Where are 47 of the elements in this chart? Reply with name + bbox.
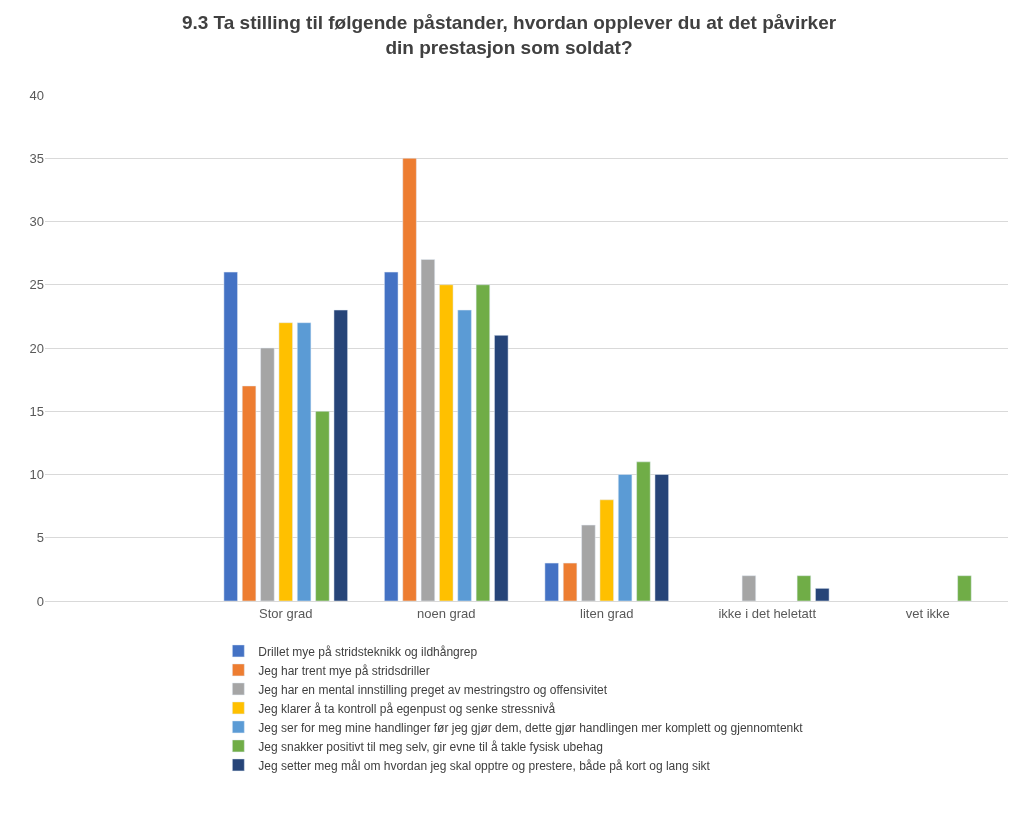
x-tick-label: liten grad xyxy=(580,605,634,621)
bar xyxy=(439,284,454,601)
x-tick-label: noen grad xyxy=(416,605,476,621)
bar xyxy=(457,309,472,601)
bar xyxy=(475,284,491,601)
bar xyxy=(494,335,509,601)
y-tick-label: 15 xyxy=(29,403,44,419)
bar xyxy=(654,474,669,601)
bar xyxy=(618,474,633,601)
bar xyxy=(315,411,330,601)
bar xyxy=(333,309,348,601)
y-tick-label: 35 xyxy=(29,150,44,166)
bar xyxy=(278,322,293,601)
legend-label: Jeg ser for meg mine handlinger før jeg gjør dem, dette gjør handlingen mer komplett og gjennomtenkt xyxy=(258,720,804,735)
bar xyxy=(796,575,812,601)
y-tick-label: 20 xyxy=(29,340,44,356)
bar xyxy=(562,562,578,601)
bar xyxy=(241,385,257,601)
x-tick-label: Stor grad xyxy=(259,605,313,621)
legend-label: Jeg har trent mye på stridsdriller xyxy=(258,663,430,678)
bar xyxy=(402,158,417,601)
bar xyxy=(599,499,614,601)
chart-title: 9.3 Ta stilling til følgende påstander, hvordan opplever du at det påvirker din prestasjon som soldat? xyxy=(181,12,837,58)
legend-label: Jeg setter meg mål om hvordan jeg skal opptre og prestere, både på kort og lang sikt xyxy=(258,758,711,773)
y-tick-label: 5 xyxy=(36,530,44,546)
legend-label: Jeg klarer å ta kontroll på egenpust og senke stressnivå xyxy=(258,701,556,716)
x-tick-label: vet ikke xyxy=(905,605,950,621)
y-tick-label: 25 xyxy=(29,277,44,293)
bar xyxy=(957,575,972,601)
y-tick-label: 40 xyxy=(29,87,44,103)
bar xyxy=(741,575,756,601)
legend-label: Jeg har en mental innstilling preget av mestringstro og offensivitet xyxy=(258,682,608,697)
legend-label: Jeg snakker positivt til meg selv, gir evne til å takle fysisk ubehag xyxy=(258,739,603,754)
x-tick-label: ikke i det heletatt xyxy=(718,605,817,621)
bar xyxy=(544,562,559,601)
bar xyxy=(815,588,830,601)
bar xyxy=(384,271,399,601)
bar xyxy=(223,271,238,601)
bar xyxy=(636,461,651,601)
y-tick-label: 30 xyxy=(29,214,44,230)
bar xyxy=(420,259,435,601)
bar xyxy=(260,347,275,601)
y-tick-label: 10 xyxy=(29,467,44,483)
legend-label: Drillet mye på stridsteknikk og ildhångrep xyxy=(258,644,478,659)
bar xyxy=(297,322,312,601)
y-tick-label: 0 xyxy=(36,593,44,609)
bar xyxy=(581,524,596,601)
